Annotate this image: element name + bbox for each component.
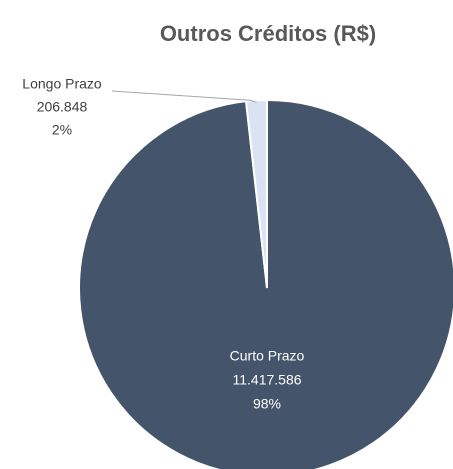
value-label: 206.848 [37, 99, 88, 115]
percent-label: 2% [52, 122, 72, 138]
pie-slice [244, 98, 268, 289]
slice-label: Longo Prazo [22, 76, 102, 92]
value-label: 11.417.586 [232, 372, 301, 388]
slice-label: Curto Prazo [230, 348, 305, 364]
percent-label: 98% [253, 396, 281, 412]
leader-line [111, 90, 257, 103]
chart-title: Outros Créditos (R$) [160, 21, 376, 46]
